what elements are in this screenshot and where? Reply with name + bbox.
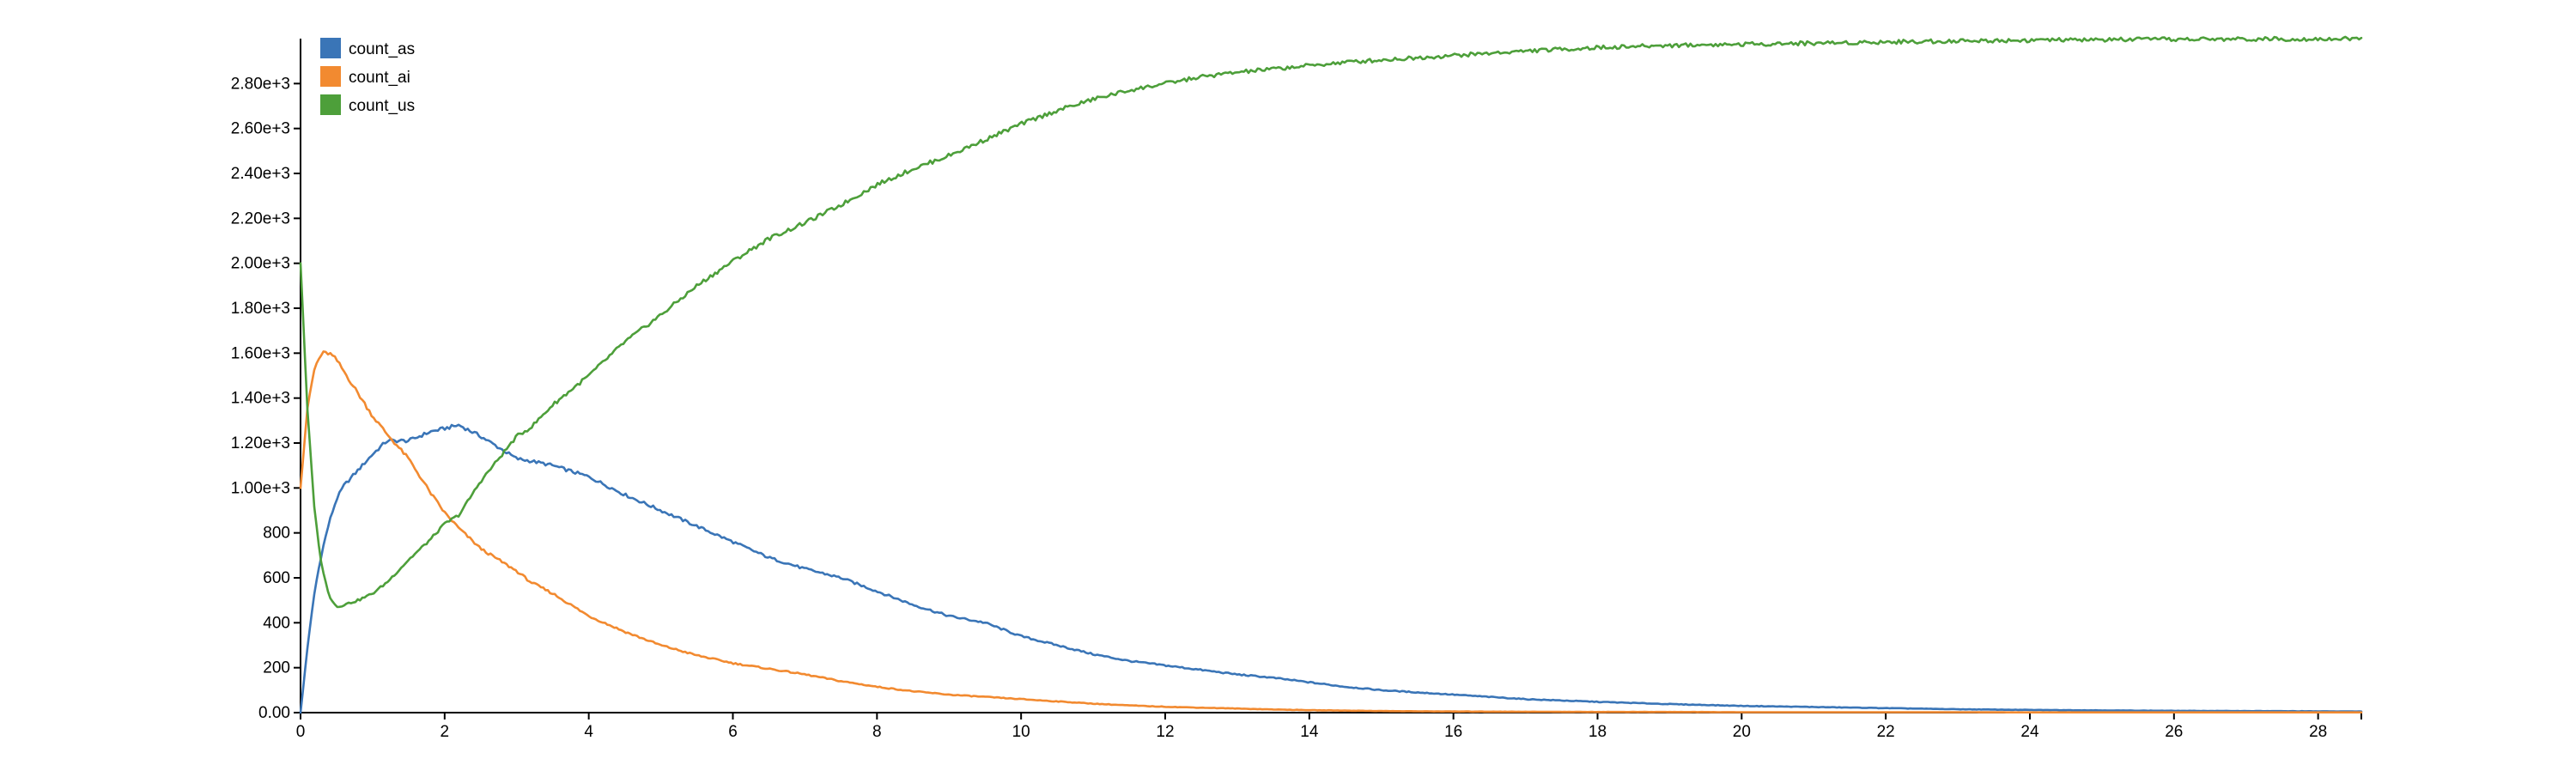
x-tick-label: 28	[2309, 723, 2327, 741]
x-tick-label: 6	[728, 723, 738, 741]
x-tick-label: 18	[1589, 723, 1607, 741]
y-tick-label: 800	[263, 525, 290, 543]
y-tick-label: 2.00e+3	[231, 255, 290, 273]
x-tick-label: 22	[1877, 723, 1895, 741]
x-tick-label: 0	[296, 723, 306, 741]
legend-swatch-count-ai	[320, 66, 341, 87]
y-tick-label: 2.40e+3	[231, 165, 290, 183]
series-line-count-ai	[299, 350, 2363, 713]
x-tick-label: 16	[1444, 723, 1462, 741]
series-line-count-us	[299, 35, 2363, 609]
legend-label-count-ai: count_ai	[349, 69, 410, 87]
axes: 0.002004006008001.00e+31.20e+31.40e+31.6…	[231, 39, 2362, 741]
y-tick-label: 0.00	[258, 704, 290, 722]
legend-label-count-us: count_us	[349, 97, 415, 115]
y-tick-label: 1.40e+3	[231, 390, 290, 408]
x-tick-label: 2	[440, 723, 450, 741]
y-tick-label: 1.00e+3	[231, 479, 290, 497]
y-tick-label: 400	[263, 614, 290, 632]
y-tick-label: 2.60e+3	[231, 120, 290, 138]
legend-swatch-count-as	[320, 38, 341, 58]
y-tick-label: 2.80e+3	[231, 75, 290, 93]
x-tick-label: 4	[584, 723, 593, 741]
x-tick-label: 20	[1733, 723, 1751, 741]
y-tick-label: 200	[263, 659, 290, 677]
series-line-count-as	[299, 423, 2363, 714]
x-tick-label: 14	[1300, 723, 1319, 741]
legend: count_as count_ai count_us	[320, 38, 415, 115]
legend-swatch-count-us	[320, 94, 341, 115]
legend-label-count-as: count_as	[349, 40, 415, 58]
y-tick-label: 1.60e+3	[231, 344, 290, 362]
y-tick-label: 1.20e+3	[231, 434, 290, 452]
series-lines	[299, 35, 2363, 714]
x-tick-label: 10	[1012, 723, 1030, 741]
x-tick-label: 8	[872, 723, 882, 741]
x-tick-label: 24	[2020, 723, 2039, 741]
y-tick-label: 600	[263, 569, 290, 587]
x-tick-label: 12	[1156, 723, 1174, 741]
y-tick-label: 2.20e+3	[231, 209, 290, 228]
y-tick-label: 1.80e+3	[231, 300, 290, 318]
x-tick-label: 26	[2165, 723, 2183, 741]
